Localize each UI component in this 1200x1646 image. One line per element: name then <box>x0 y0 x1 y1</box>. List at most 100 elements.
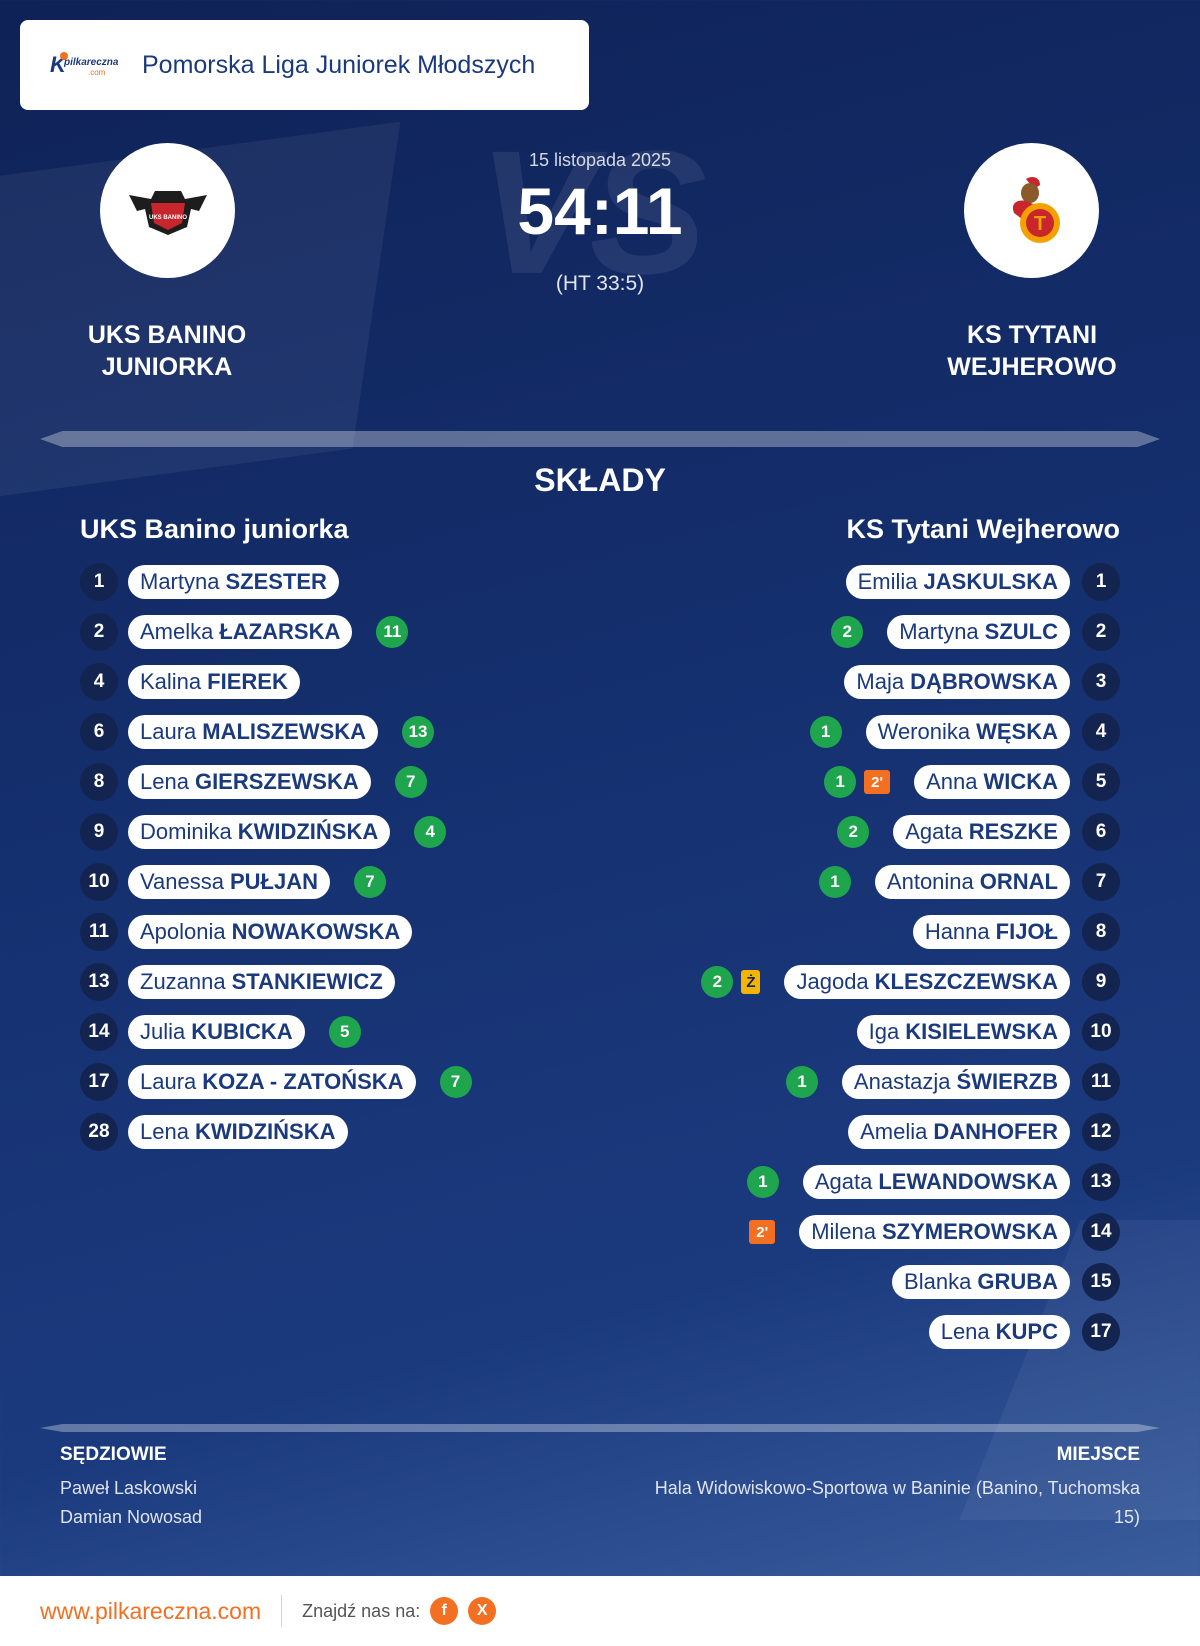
player-name: Weronika WĘSKA <box>865 715 1070 749</box>
jersey-number: 3 <box>1082 663 1120 701</box>
player-name: Agata LEWANDOWSKA <box>802 1165 1070 1199</box>
jersey-number: 1 <box>1082 563 1120 601</box>
player-first-name: Lena <box>140 769 189 794</box>
player-surname: NOWAKOWSKA <box>231 919 401 944</box>
player-name: Amelka ŁAZARSKA <box>128 615 353 649</box>
home-player-row: 4 Kalina FIEREK <box>80 657 640 707</box>
jersey-number: 14 <box>1082 1213 1120 1251</box>
jersey-number: 8 <box>1082 913 1120 951</box>
player-surname: KWIDZIŃSKA <box>237 819 379 844</box>
league-name: Pomorska Liga Juniorek Młodszych <box>142 50 536 79</box>
player-first-name: Vanessa <box>140 869 224 894</box>
away-lineup: 1 Emilia JASKULSKA 2 Martyna SZULC 2 3 Maja DĄBRO… <box>560 557 1120 1357</box>
player-surname: KISIELEWSKA <box>905 1019 1058 1044</box>
player-name: Amelia DANHOFER <box>848 1115 1070 1149</box>
referee-name: Paweł Laskowski <box>60 1478 198 1498</box>
away-player-row: 1 Emilia JASKULSKA <box>560 557 1120 607</box>
referees-list: Paweł Laskowski Damian Nowosad <box>60 1474 202 1532</box>
venue-heading: MIEJSCE <box>1056 1444 1140 1465</box>
player-surname: DANHOFER <box>933 1119 1058 1144</box>
jersey-number: 4 <box>80 663 118 701</box>
pilkareczna-logo: K pilkareczna .com <box>50 52 119 77</box>
referee-name: Damian Nowosad <box>60 1507 203 1527</box>
player-surname: RESZKE <box>968 819 1058 844</box>
jersey-number: 12 <box>1082 1113 1120 1151</box>
vs-watermark: VS <box>478 115 707 311</box>
player-name: Agata RESZKE <box>893 815 1070 849</box>
away-player-row: 3 Maja DĄBROWSKA <box>560 657 1120 707</box>
home-player-row: 2 Amelka ŁAZARSKA 11 <box>80 607 640 657</box>
player-surname: KOZA - ZATOŃSKA <box>202 1069 404 1094</box>
halftime-score: (HT 33:5) <box>555 272 645 295</box>
player-first-name: Iga <box>868 1019 900 1044</box>
section-title: SKŁADY <box>534 462 666 498</box>
jersey-number: 2 <box>80 613 118 651</box>
site-link[interactable]: www.pilkareczna.com <box>40 1597 262 1624</box>
referees-heading: SĘDZIOWIE <box>60 1444 167 1465</box>
goals-badge: 13 <box>402 716 435 748</box>
jersey-number: 6 <box>1082 813 1120 851</box>
player-first-name: Apolonia <box>140 919 226 944</box>
player-name: Zuzanna STANKIEWICZ <box>128 965 395 999</box>
player-surname: FIJOŁ <box>995 919 1058 944</box>
player-first-name: Laura <box>140 1069 197 1094</box>
player-name: Anna WICKA <box>914 765 1070 799</box>
player-name: Julia KUBICKA <box>128 1015 305 1049</box>
player-name: Laura MALISZEWSKA <box>128 715 379 749</box>
player-name: Lena KWIDZIŃSKA <box>128 1115 348 1149</box>
player-first-name: Lena <box>140 1119 189 1144</box>
home-player-row: 10 Vanessa PUŁJAN 7 <box>80 857 640 907</box>
jersey-number: 8 <box>80 763 118 801</box>
player-name: Emilia JASKULSKA <box>845 565 1070 599</box>
away-player-row: 15 Blanka GRUBA <box>560 1257 1120 1307</box>
player-surname: ŚWIERZB <box>956 1069 1058 1094</box>
player-surname: KUBICKA <box>191 1019 293 1044</box>
home-player-row: 6 Laura MALISZEWSKA 13 <box>80 707 640 757</box>
home-player-row: 17 Laura KOZA - ZATOŃSKA 7 <box>80 1057 640 1107</box>
player-name: Vanessa PUŁJAN <box>128 865 330 899</box>
goals-badge: 1 <box>746 1166 779 1198</box>
player-surname: KWIDZIŃSKA <box>194 1119 336 1144</box>
jersey-number: 6 <box>80 713 118 751</box>
player-surname: SZYMEROWSKA <box>882 1219 1058 1244</box>
jersey-number: 4 <box>1082 713 1120 751</box>
player-surname: WICKA <box>983 769 1058 794</box>
jersey-number: 17 <box>1082 1313 1120 1351</box>
player-first-name: Maja <box>856 669 905 694</box>
away-player-row: 10 Iga KISIELEWSKA <box>560 1007 1120 1057</box>
player-name: Anastazja ŚWIERZB <box>841 1065 1070 1099</box>
svg-text:UKS BANINO: UKS BANINO <box>148 215 186 221</box>
player-first-name: Amelka <box>140 619 214 644</box>
player-surname: ORNAL <box>979 869 1058 894</box>
player-name: Martyna SZESTER <box>128 565 339 599</box>
goals-badge: 2 <box>831 616 864 648</box>
home-player-row: 11 Apolonia NOWAKOWSKA <box>80 907 640 957</box>
x-icon[interactable]: X <box>468 1597 497 1625</box>
player-name: Dominika KWIDZIŃSKA <box>128 815 391 849</box>
suspension-badge: 2' <box>749 1220 776 1244</box>
footer-bar: www.pilkareczna.com Znajdź nas na: f X <box>0 1576 1200 1646</box>
goals-badge: 2 <box>701 966 734 998</box>
home-player-row: 8 Lena GIERSZEWSKA 7 <box>80 757 640 807</box>
away-lineup-title: KS Tytani Wejherowo <box>846 514 1120 544</box>
player-name: Milena SZYMEROWSKA <box>799 1215 1070 1249</box>
player-surname: MALISZEWSKA <box>202 719 367 744</box>
goals-badge: 7 <box>354 866 386 898</box>
footer-divider <box>281 1595 283 1627</box>
player-first-name: Amelia <box>860 1119 928 1144</box>
player-first-name: Weronika <box>877 719 971 744</box>
away-player-row: 13 Agata LEWANDOWSKA 1 <box>560 1157 1120 1207</box>
player-name: Iga KISIELEWSKA <box>856 1015 1070 1049</box>
jersey-number: 11 <box>1082 1063 1120 1101</box>
jersey-number: 9 <box>1082 963 1120 1001</box>
divider <box>40 431 1160 447</box>
away-player-row: 12 Amelia DANHOFER <box>560 1107 1120 1157</box>
player-first-name: Kalina <box>140 669 202 694</box>
svg-text:T: T <box>1033 213 1045 235</box>
home-team-name: UKS BANINO JUNIORKA <box>87 321 247 381</box>
suspension-badge: 2' <box>864 770 891 794</box>
goals-badge: 2 <box>837 816 870 848</box>
facebook-icon[interactable]: f <box>430 1597 459 1625</box>
player-surname: KUPC <box>995 1319 1058 1344</box>
player-name: Antonina ORNAL <box>874 865 1070 899</box>
